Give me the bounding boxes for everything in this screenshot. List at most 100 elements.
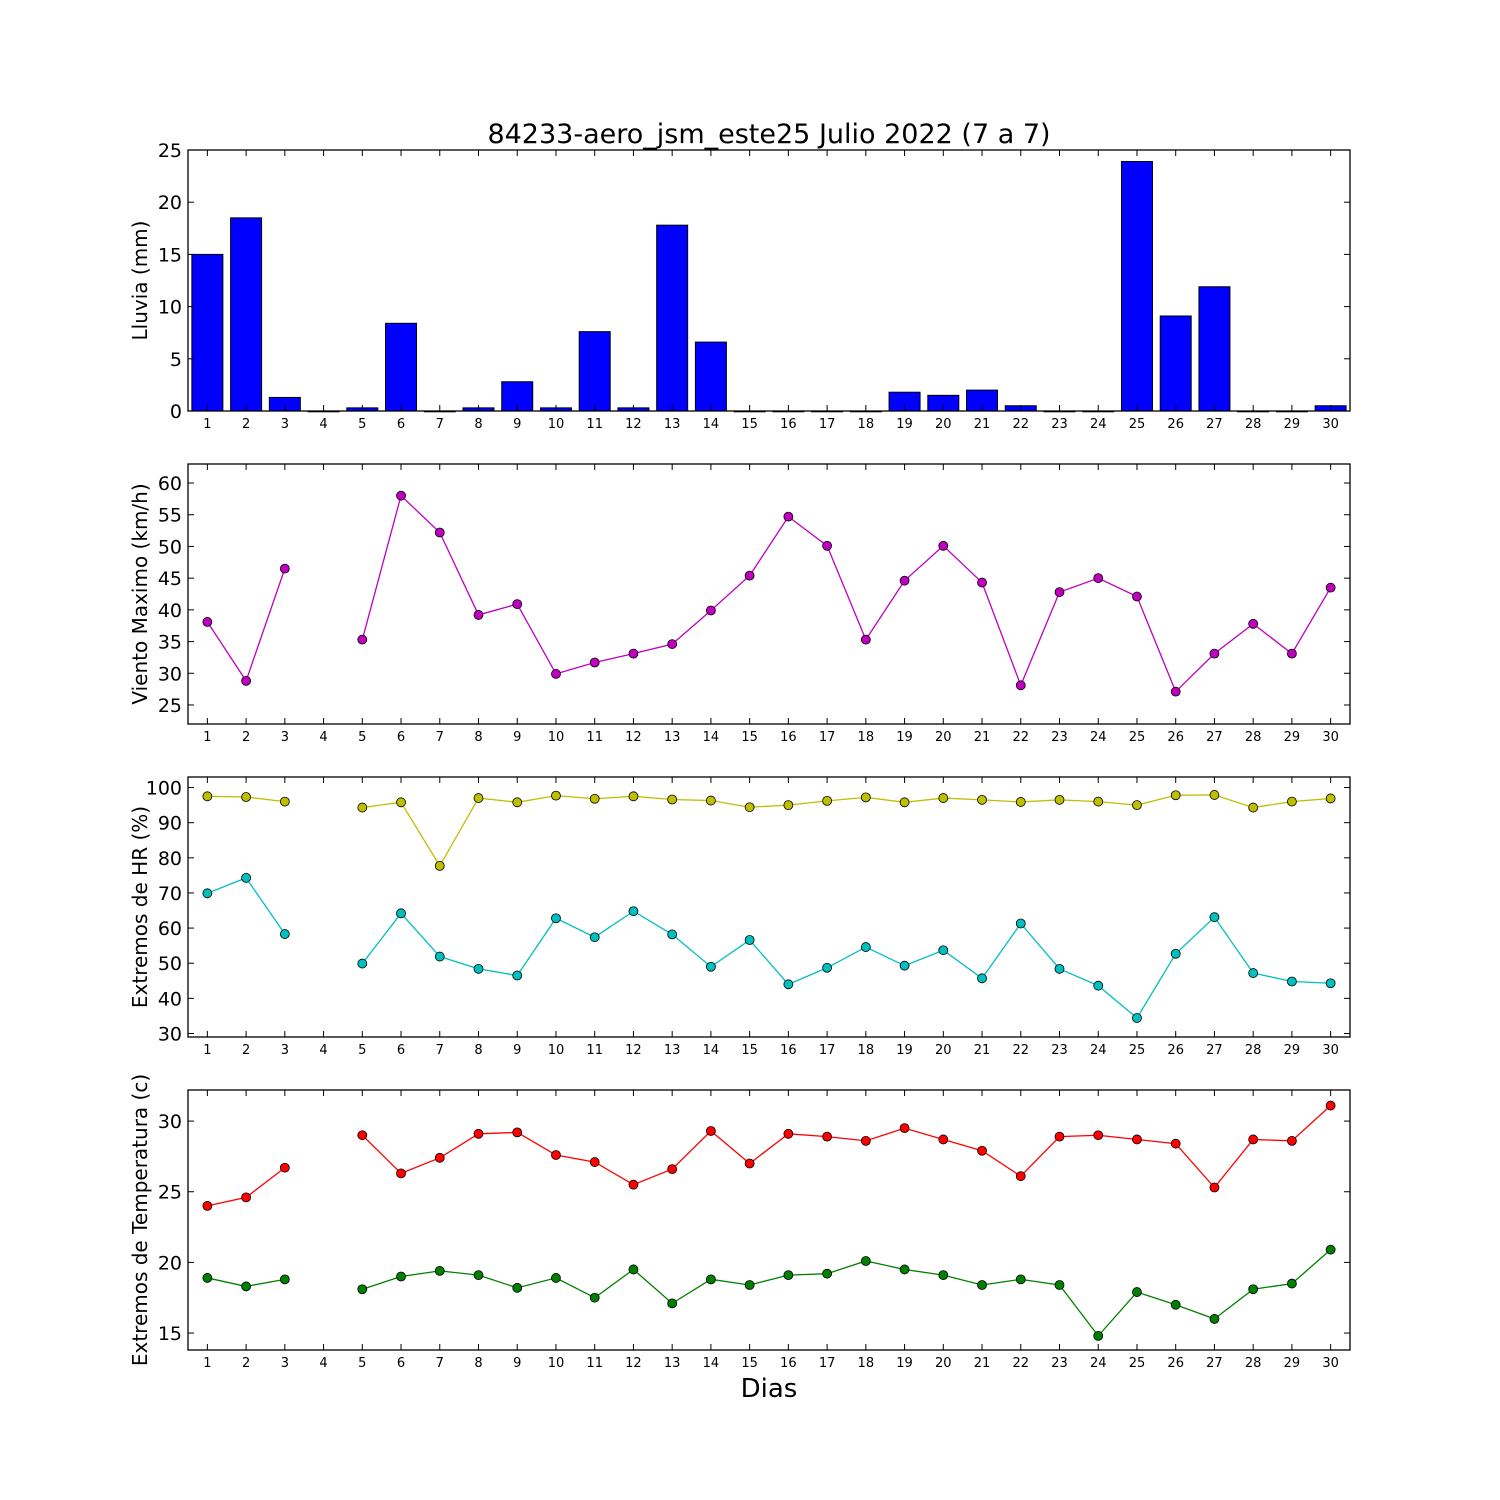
data-point-2-12 bbox=[628, 906, 639, 917]
y-tick-label: 25 bbox=[158, 695, 182, 717]
x-tick-label: 11 bbox=[586, 730, 603, 745]
data-point-2-29 bbox=[1287, 1278, 1297, 1289]
data-point-1-25 bbox=[1132, 591, 1142, 602]
x-tick-label: 3 bbox=[281, 1356, 289, 1371]
x-tick-label: 16 bbox=[780, 1043, 797, 1058]
data-point-1-29 bbox=[1287, 648, 1297, 659]
data-point-1-10 bbox=[551, 669, 561, 679]
x-tick-label: 18 bbox=[858, 1356, 875, 1371]
data-point-1-25 bbox=[1132, 800, 1142, 811]
bar-25 bbox=[1120, 160, 1153, 412]
data-point-2-13 bbox=[667, 1298, 678, 1309]
x-tick-label: 25 bbox=[1129, 730, 1146, 745]
data-point-1-6 bbox=[396, 1168, 406, 1179]
x-tick-label: 7 bbox=[436, 1043, 444, 1058]
x-tick-label: 1 bbox=[203, 730, 211, 745]
x-tick-label: 26 bbox=[1167, 1043, 1184, 1058]
x-tick-label: 14 bbox=[703, 1356, 720, 1371]
data-point-1-27 bbox=[1209, 1182, 1220, 1193]
x-tick-label: 4 bbox=[319, 417, 327, 432]
x-tick-label: 5 bbox=[358, 1356, 366, 1371]
data-point-2-27 bbox=[1209, 912, 1220, 923]
x-tick-label: 22 bbox=[1012, 417, 1029, 432]
x-tick-label: 11 bbox=[586, 417, 603, 432]
bar-11 bbox=[578, 331, 611, 412]
x-tick-label: 24 bbox=[1090, 730, 1107, 745]
x-tick-label: 20 bbox=[935, 730, 952, 745]
data-point-2-28 bbox=[1248, 1284, 1259, 1295]
x-tick-label: 15 bbox=[741, 730, 758, 745]
data-point-1-15 bbox=[744, 570, 755, 581]
data-point-1-17 bbox=[822, 795, 832, 806]
x-tick-label: 18 bbox=[858, 730, 875, 745]
data-point-2-23 bbox=[1054, 963, 1065, 974]
x-tick-label: 12 bbox=[625, 1356, 642, 1371]
y-axis-label: Viento Maximo (km/h) bbox=[128, 483, 152, 704]
x-tick-label: 21 bbox=[974, 730, 991, 745]
y-tick-label: 60 bbox=[158, 918, 182, 940]
data-point-1-9 bbox=[512, 599, 523, 610]
data-point-2-7 bbox=[434, 1265, 445, 1276]
y-tick-label: 35 bbox=[158, 632, 182, 654]
x-tick-label: 10 bbox=[548, 730, 565, 745]
y-tick-label: 70 bbox=[158, 883, 182, 905]
data-point-1-24 bbox=[1093, 573, 1104, 584]
data-point-2-9 bbox=[512, 970, 523, 981]
y-tick-label: 55 bbox=[158, 505, 182, 527]
data-point-1-18 bbox=[860, 634, 871, 645]
data-point-1-26 bbox=[1170, 686, 1181, 697]
data-point-1-12 bbox=[628, 1179, 639, 1190]
x-tick-label: 29 bbox=[1284, 417, 1301, 432]
data-point-1-5 bbox=[357, 802, 368, 813]
data-point-1-19 bbox=[899, 1123, 910, 1134]
series-line-2 bbox=[207, 877, 1331, 1020]
data-point-2-20 bbox=[938, 945, 949, 956]
x-tick-label: 29 bbox=[1284, 1356, 1301, 1371]
x-tick-label: 22 bbox=[1012, 1356, 1029, 1371]
x-tick-label: 29 bbox=[1284, 1043, 1301, 1058]
x-tick-label: 21 bbox=[974, 1356, 991, 1371]
x-tick-label: 2 bbox=[242, 1356, 250, 1371]
data-point-1-8 bbox=[473, 1128, 484, 1139]
data-point-1-25 bbox=[1132, 1134, 1142, 1145]
x-tick-label: 9 bbox=[513, 1043, 521, 1058]
data-point-1-16 bbox=[783, 1128, 794, 1139]
x-tick-label: 27 bbox=[1206, 417, 1223, 432]
x-tick-label: 21 bbox=[974, 1043, 991, 1058]
data-point-2-11 bbox=[589, 1292, 600, 1303]
y-tick-label: 20 bbox=[158, 192, 182, 214]
data-point-1-15 bbox=[744, 1158, 755, 1169]
data-point-1-30 bbox=[1325, 1100, 1336, 1111]
data-point-1-19 bbox=[899, 797, 910, 808]
data-point-2-30 bbox=[1325, 1244, 1336, 1255]
data-point-1-23 bbox=[1054, 1131, 1065, 1142]
x-tick-label: 14 bbox=[703, 730, 720, 745]
data-point-1-22 bbox=[1015, 797, 1026, 807]
x-tick-label: 20 bbox=[935, 417, 952, 432]
x-tick-label: 8 bbox=[474, 1043, 482, 1058]
bar-26 bbox=[1159, 315, 1192, 412]
data-point-2-8 bbox=[473, 1270, 484, 1281]
data-point-1-12 bbox=[628, 648, 639, 659]
data-point-1-17 bbox=[822, 540, 832, 551]
x-tick-label: 5 bbox=[358, 417, 366, 432]
data-point-1-1 bbox=[202, 791, 213, 802]
data-point-1-13 bbox=[667, 794, 678, 805]
x-axis-label: Dias bbox=[741, 1374, 798, 1404]
data-point-1-7 bbox=[434, 527, 445, 538]
y-tick-label: 50 bbox=[158, 953, 182, 975]
data-point-2-3 bbox=[279, 929, 290, 939]
data-point-2-1 bbox=[202, 1273, 213, 1283]
y-axis-label: Extremos de Temperatura (c) bbox=[128, 1074, 152, 1366]
y-tick-label: 0 bbox=[170, 401, 182, 423]
x-tick-label: 1 bbox=[203, 417, 211, 432]
data-point-1-13 bbox=[667, 639, 678, 649]
x-tick-label: 2 bbox=[242, 417, 250, 432]
series-line-1 bbox=[207, 1105, 1332, 1207]
data-point-1-29 bbox=[1287, 796, 1297, 807]
data-point-1-5 bbox=[357, 634, 368, 645]
bar-2 bbox=[230, 217, 263, 412]
data-point-2-25 bbox=[1132, 1013, 1142, 1023]
x-tick-label: 27 bbox=[1206, 1356, 1223, 1371]
data-point-1-11 bbox=[589, 657, 600, 668]
